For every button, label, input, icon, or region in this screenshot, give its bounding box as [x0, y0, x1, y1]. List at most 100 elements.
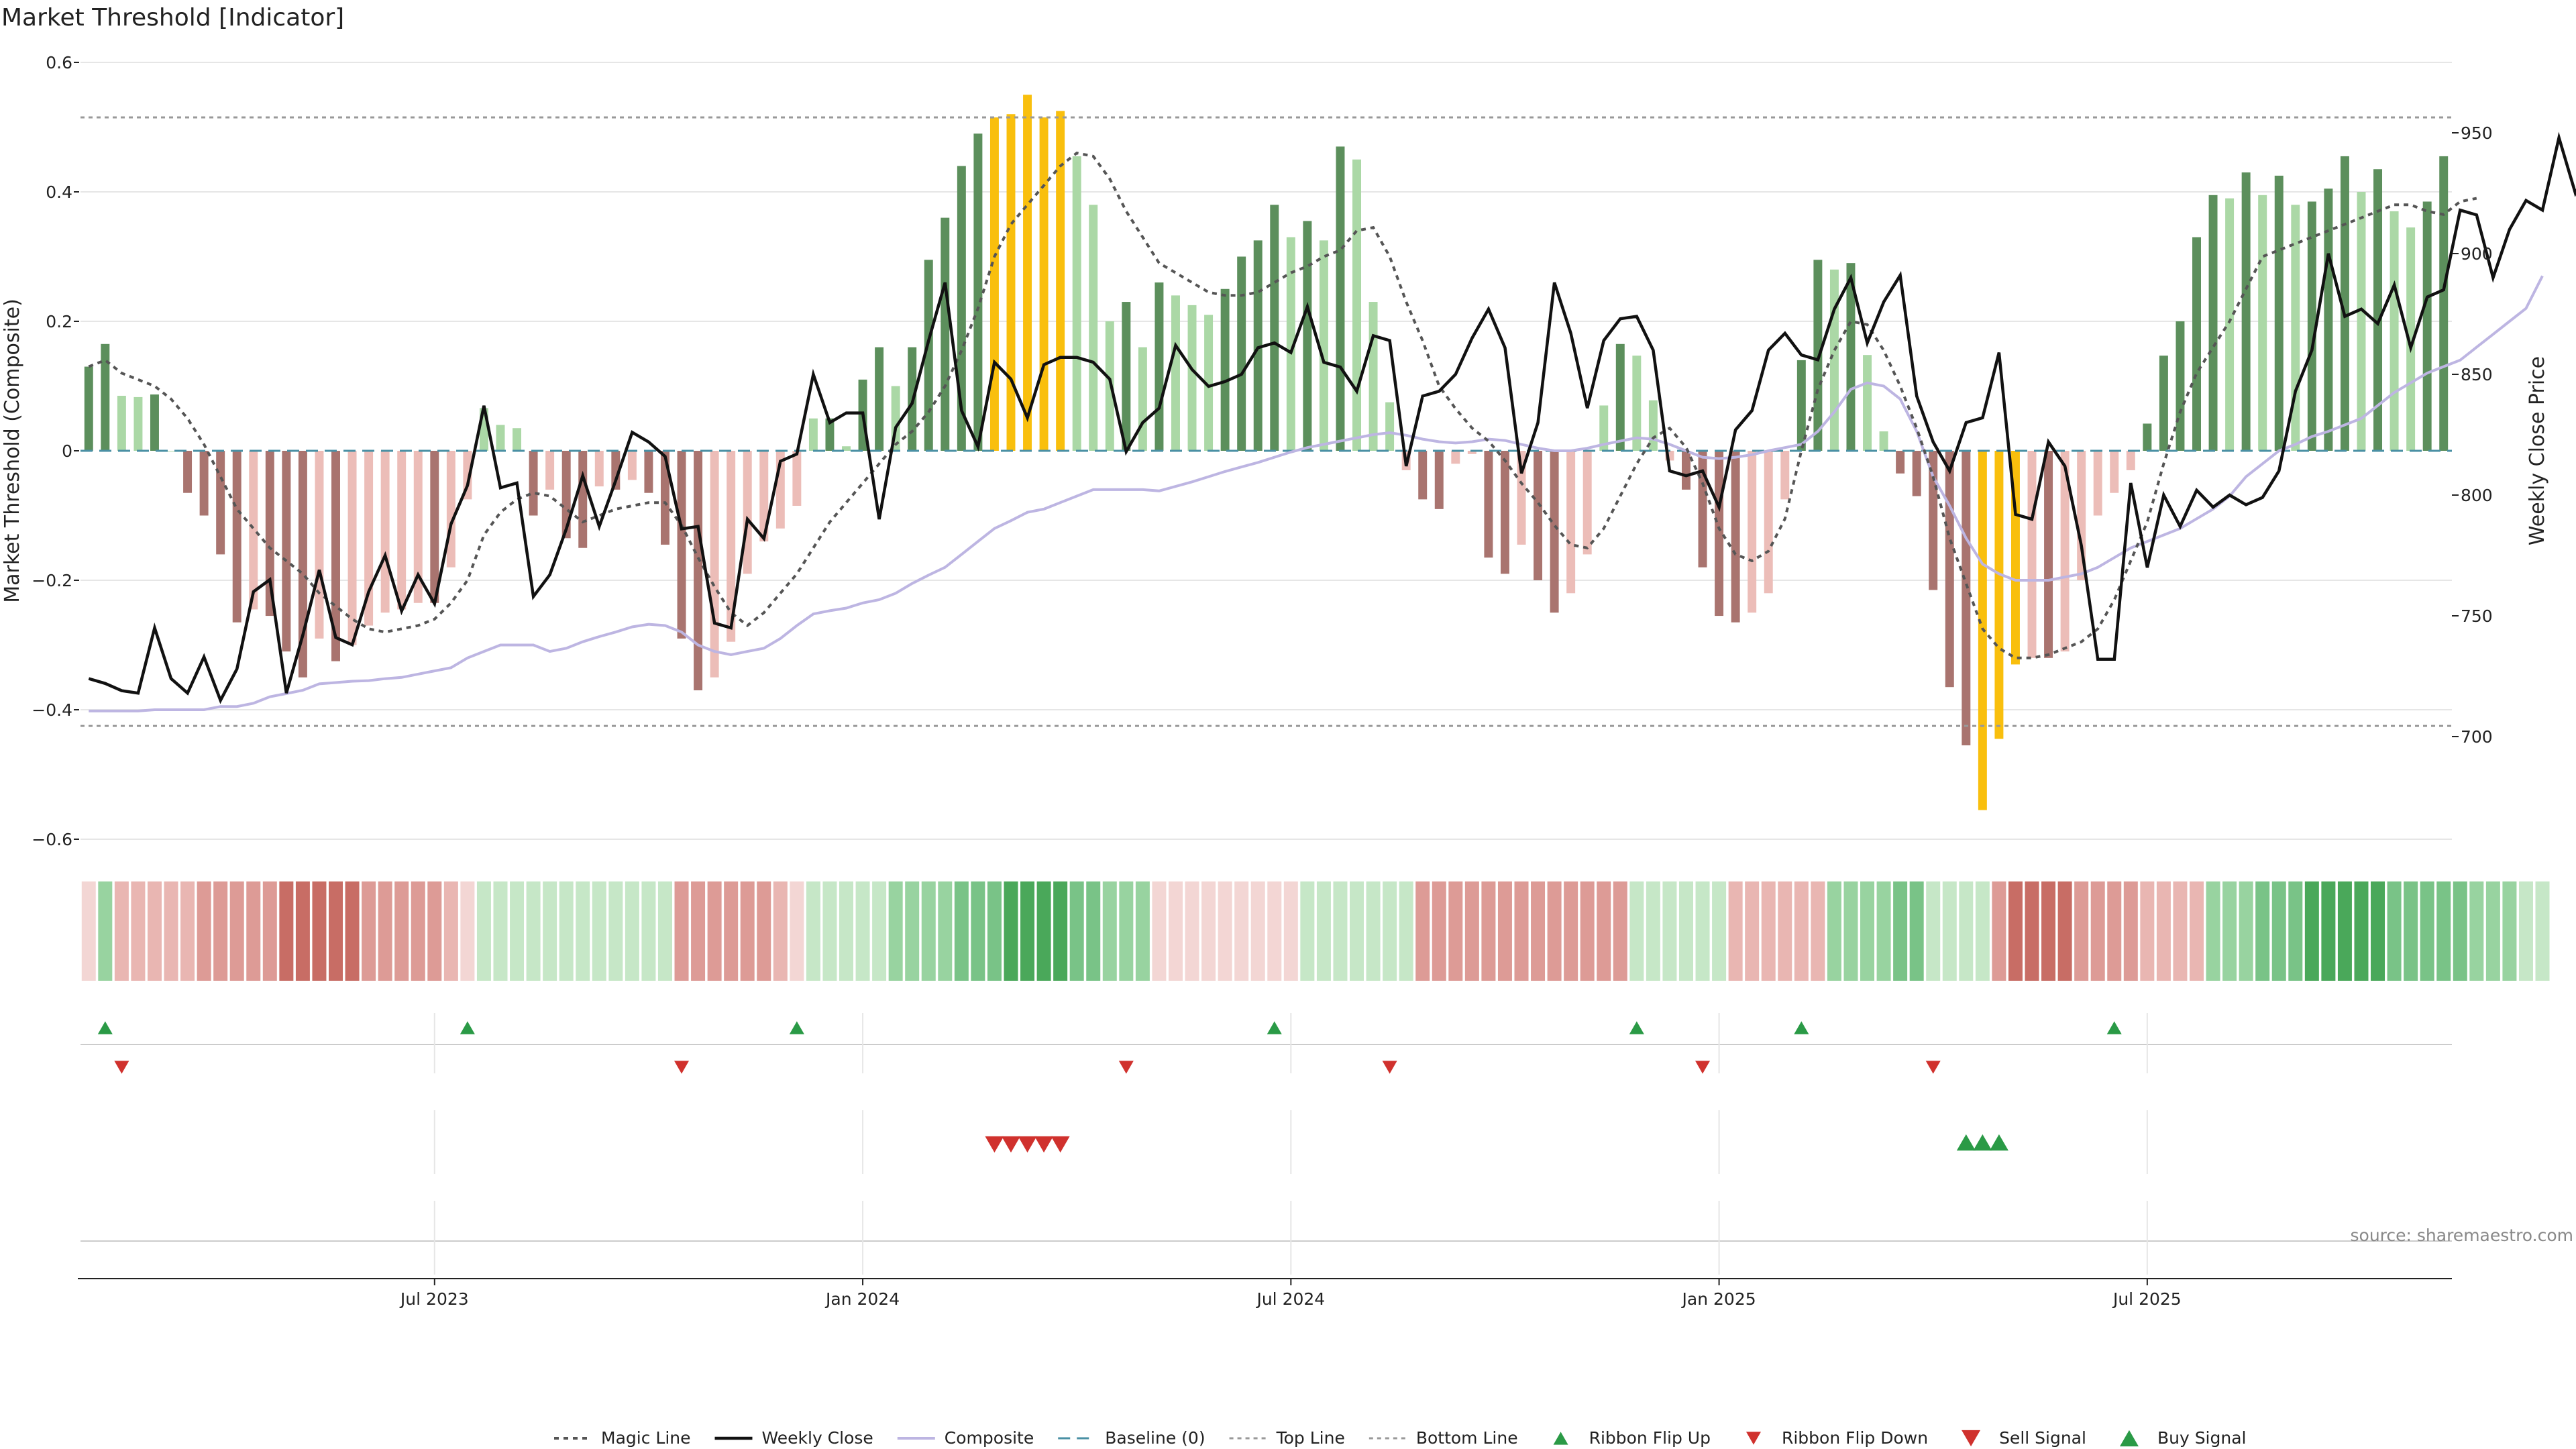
legend-label: Magic Line	[601, 1428, 691, 1448]
threshold-bar	[1484, 451, 1493, 558]
gridlines	[80, 62, 2452, 1275]
ribbon-cell	[2535, 881, 2550, 981]
y-axis-label-left: Market Threshold (Composite)	[1, 299, 24, 603]
threshold-bar	[2324, 189, 2333, 451]
ribbon-cell	[279, 881, 294, 981]
ribbon-cell	[1201, 881, 1216, 981]
ribbon-cell	[246, 881, 261, 981]
ribbon-cell	[1942, 881, 1957, 981]
threshold-bar	[1962, 451, 1971, 746]
ribbon-cell	[1843, 881, 1858, 981]
threshold-bar	[2110, 451, 2119, 493]
sell-signal-marker	[1034, 1136, 1054, 1153]
legend-item-magic: Magic Line	[554, 1428, 691, 1448]
ribbon-cell	[1497, 881, 1512, 981]
ribbon-flip-up-marker	[1267, 1021, 1282, 1034]
threshold-bar	[578, 451, 588, 548]
threshold-bar	[2060, 451, 2070, 652]
ribbon-cell	[262, 881, 277, 981]
threshold-bar	[2176, 321, 2185, 451]
ribbon-cell	[987, 881, 1002, 981]
threshold-bar	[1434, 451, 1444, 509]
ribbon-flip-down-marker	[674, 1061, 690, 1074]
threshold-bar	[875, 347, 884, 451]
series-lines	[80, 116, 2576, 727]
y-tick-left: 0	[62, 441, 72, 461]
threshold-bar	[430, 451, 439, 603]
signal-markers	[97, 1021, 2122, 1153]
threshold-bar	[84, 366, 93, 451]
threshold-bar	[1303, 221, 1312, 451]
threshold-bar	[496, 425, 505, 451]
threshold-bar	[1780, 451, 1790, 500]
sell-signal-marker	[985, 1136, 1004, 1153]
legend-item-flipup: Ribbon Flip Up	[1553, 1428, 1711, 1448]
ribbon-cell	[1580, 881, 1595, 981]
threshold-bar	[2439, 156, 2449, 451]
ribbon-cell	[1119, 881, 1134, 981]
threshold-bars	[84, 95, 2449, 810]
ribbon-cell	[2469, 881, 2484, 981]
threshold-bar	[1682, 451, 1690, 490]
ribbon-cell	[2140, 881, 2155, 981]
threshold-bar	[989, 117, 999, 451]
ribbon-cell	[2074, 881, 2089, 981]
ribbon-cell	[2041, 881, 2056, 981]
ribbon-cell	[2387, 881, 2402, 981]
threshold-bar	[1632, 356, 1642, 451]
threshold-bar	[2340, 156, 2349, 451]
threshold-bar	[1879, 431, 1888, 451]
threshold-bar	[232, 451, 241, 623]
threshold-bar	[924, 260, 933, 451]
y-tick-left: 0.6	[46, 53, 72, 72]
threshold-bar	[594, 451, 604, 487]
ribbon-cell	[1086, 881, 1101, 981]
threshold-bar	[1204, 315, 1214, 451]
threshold-bar	[677, 451, 686, 639]
threshold-bar	[611, 451, 621, 490]
ribbon-cell	[971, 881, 985, 981]
threshold-bar	[1994, 451, 2004, 739]
ribbon-cell	[674, 881, 689, 981]
ribbon-cell	[378, 881, 392, 981]
threshold-bar	[216, 451, 225, 555]
threshold-bar	[2192, 237, 2201, 451]
ribbon-cell	[2156, 881, 2171, 981]
threshold-bar	[331, 451, 340, 661]
threshold-bar	[183, 451, 193, 493]
ribbon-cell	[362, 881, 376, 981]
threshold-bar	[710, 451, 719, 678]
ribbon-cell	[592, 881, 606, 981]
x-tick-label: Jul 2025	[2112, 1289, 2182, 1309]
threshold-bar	[2406, 227, 2416, 451]
legend-item-flipdown: Ribbon Flip Down	[1746, 1428, 1928, 1448]
ribbon-cell	[81, 881, 96, 981]
threshold-bar	[1270, 205, 1279, 451]
ribbon-cell	[1959, 881, 1974, 981]
legend-swatch	[1553, 1432, 1568, 1445]
threshold-bar	[1155, 282, 1164, 451]
y-tick-left: −0.4	[32, 700, 72, 720]
threshold-bar	[727, 451, 736, 642]
threshold-bar	[743, 451, 752, 574]
threshold-bar	[1748, 451, 1757, 613]
legend-swatch	[1746, 1432, 1761, 1445]
ribbon-cell	[2107, 881, 2122, 981]
threshold-bar	[1056, 111, 1065, 451]
threshold-bar	[808, 418, 818, 451]
ribbon-cell	[1992, 881, 2006, 981]
x-tick-label: Jul 2023	[399, 1289, 469, 1309]
ribbon-cell	[2123, 881, 2138, 981]
threshold-bar	[1582, 451, 1592, 555]
ribbon-cell	[921, 881, 936, 981]
ribbon-cell	[2057, 881, 2072, 981]
ribbon-cell	[954, 881, 969, 981]
ribbon-cell	[1926, 881, 1941, 981]
threshold-bar	[694, 451, 703, 691]
ribbon-cell	[2222, 881, 2237, 981]
ribbon-cell	[1267, 881, 1282, 981]
y-tick-right: 800	[2461, 486, 2493, 505]
sell-signal-marker	[1001, 1136, 1020, 1153]
threshold-bar	[1336, 146, 1345, 451]
ribbon-cell	[1152, 881, 1167, 981]
